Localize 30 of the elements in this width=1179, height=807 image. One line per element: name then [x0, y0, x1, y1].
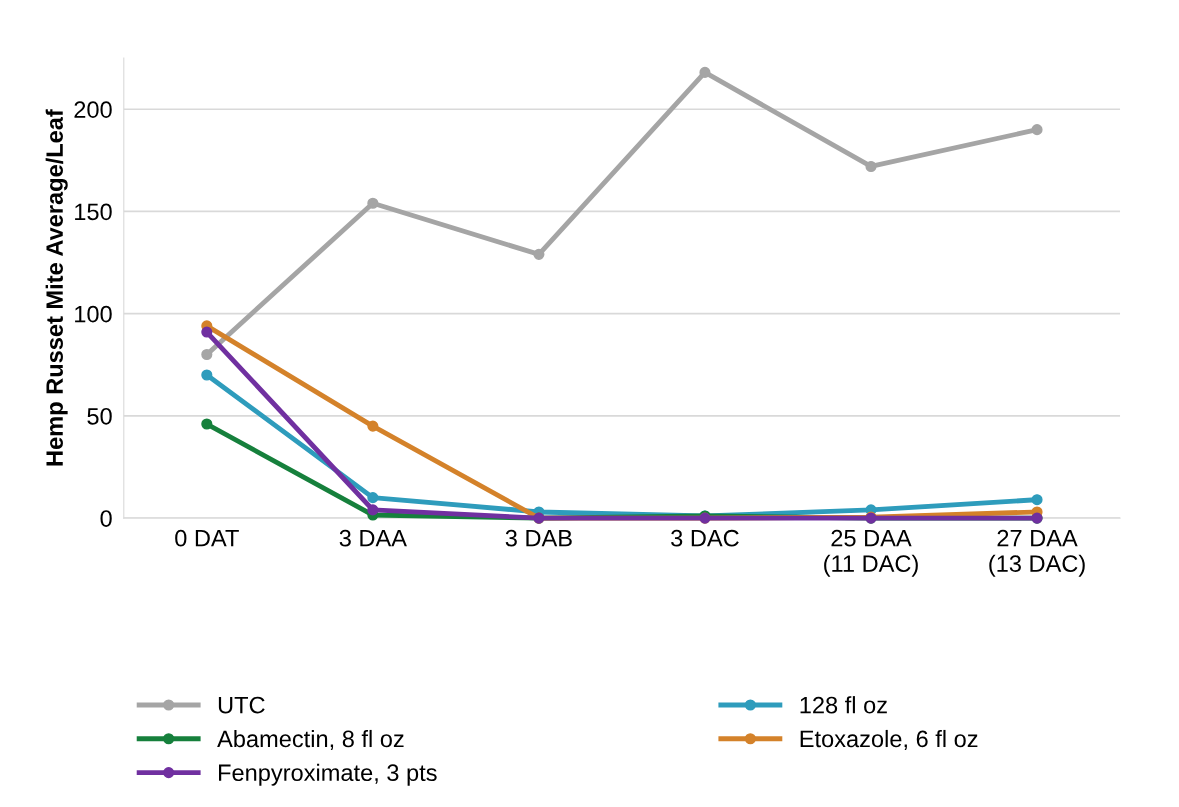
y-tick-label: 150: [75, 203, 112, 221]
point: [865, 160, 877, 173]
point: [201, 418, 213, 430]
y-tick-label: 200: [74, 101, 112, 118]
x-tick-label: 3 DAC: [671, 529, 739, 547]
legend-label: UTC: [218, 696, 265, 714]
legend-label: 128 fl oz: [800, 696, 887, 714]
point: [1031, 494, 1043, 506]
point: [533, 248, 545, 260]
y-axis-title: Hemp Russet Mite Average/Leaf: [45, 109, 68, 466]
y-tick-label: 50: [87, 407, 112, 425]
point: [367, 504, 379, 516]
x-tick-label: 0 DAT: [175, 529, 239, 547]
legend-label: Abamectin, 8 fl oz: [217, 729, 404, 751]
legend-label: Etoxazole, 6 fl oz: [800, 729, 978, 751]
y-tick-label: 0: [100, 510, 112, 527]
x-tick-label: 3 DAA: [339, 529, 407, 547]
y-tick-label: 100: [75, 305, 112, 323]
point: [201, 369, 213, 381]
x-tick-label: 3 DAB: [505, 529, 572, 547]
point: [367, 197, 379, 209]
point: [201, 348, 213, 361]
point: [201, 326, 213, 338]
x-tick-label: 25 DAA (11 DAC): [824, 529, 918, 577]
point: [1031, 124, 1043, 136]
point: [367, 492, 379, 504]
point: [367, 420, 379, 432]
legend-label: Fenpyroximate, 3 pts: [219, 763, 437, 786]
point: [699, 66, 711, 78]
x-tick-label: 27 DAA (13 DAC): [989, 529, 1085, 577]
